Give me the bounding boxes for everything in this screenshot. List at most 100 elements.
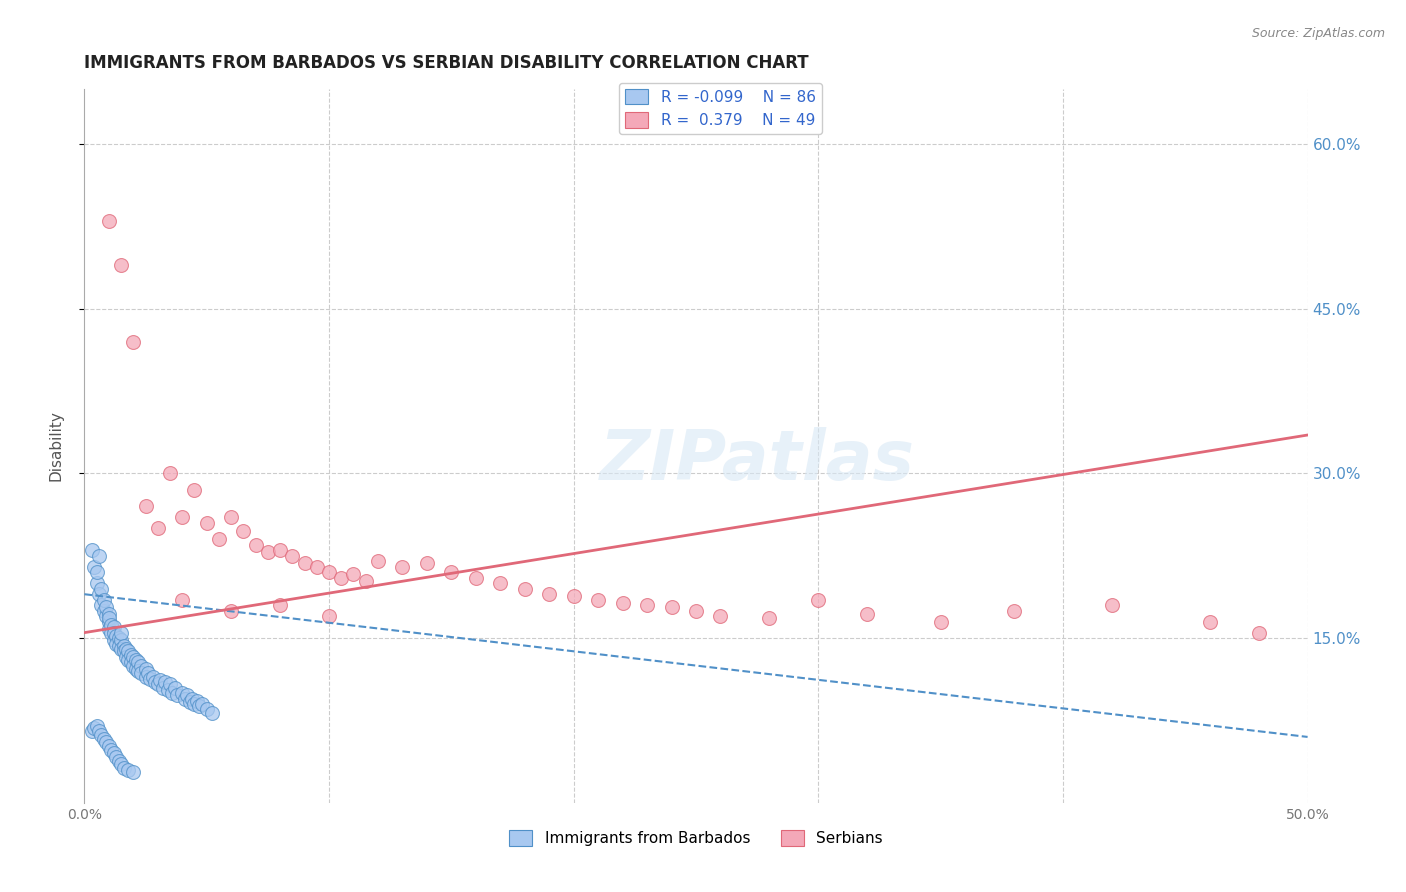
Point bbox=[110, 625, 132, 640]
Point bbox=[97, 615, 120, 629]
Point bbox=[122, 765, 145, 780]
Point bbox=[100, 618, 122, 632]
Point bbox=[127, 664, 149, 678]
Point bbox=[115, 649, 138, 664]
Point bbox=[97, 611, 120, 625]
Point bbox=[117, 644, 139, 658]
Y-axis label: Disability: Disability bbox=[49, 410, 63, 482]
Point bbox=[117, 653, 139, 667]
Point bbox=[586, 592, 609, 607]
Point bbox=[97, 607, 120, 621]
Point bbox=[103, 625, 125, 640]
Point bbox=[636, 598, 658, 612]
Point bbox=[112, 644, 135, 658]
Point bbox=[142, 669, 165, 683]
Point bbox=[661, 600, 683, 615]
Point bbox=[107, 754, 129, 768]
Point bbox=[318, 566, 340, 580]
Point bbox=[135, 500, 157, 514]
Point bbox=[464, 571, 486, 585]
Point bbox=[110, 633, 132, 648]
Point bbox=[86, 719, 108, 733]
Point bbox=[146, 521, 169, 535]
Point bbox=[83, 721, 105, 735]
Point bbox=[96, 600, 118, 615]
Point bbox=[105, 637, 128, 651]
Point bbox=[100, 743, 122, 757]
Point bbox=[269, 598, 291, 612]
Point bbox=[120, 648, 142, 662]
Point bbox=[87, 587, 110, 601]
Point bbox=[153, 675, 176, 690]
Point bbox=[93, 604, 115, 618]
Point bbox=[120, 655, 142, 669]
Point bbox=[219, 510, 242, 524]
Point bbox=[562, 590, 585, 604]
Point bbox=[294, 557, 316, 571]
Text: Source: ZipAtlas.com: Source: ZipAtlas.com bbox=[1251, 27, 1385, 40]
Point bbox=[1101, 598, 1123, 612]
Point bbox=[354, 574, 377, 588]
Point bbox=[391, 559, 413, 574]
Point bbox=[163, 681, 186, 695]
Point bbox=[125, 653, 148, 667]
Point bbox=[125, 662, 148, 676]
Point bbox=[97, 739, 120, 753]
Point bbox=[200, 706, 222, 720]
Point bbox=[90, 582, 112, 596]
Point bbox=[172, 510, 194, 524]
Point bbox=[107, 639, 129, 653]
Point bbox=[93, 592, 115, 607]
Point bbox=[96, 609, 118, 624]
Point bbox=[208, 533, 231, 547]
Point bbox=[758, 611, 780, 625]
Point bbox=[159, 677, 181, 691]
Point bbox=[173, 691, 195, 706]
Point bbox=[513, 582, 536, 596]
Point bbox=[86, 576, 108, 591]
Point bbox=[709, 609, 731, 624]
Point bbox=[136, 666, 159, 681]
Point bbox=[416, 557, 439, 571]
Point bbox=[183, 483, 205, 497]
Point bbox=[143, 675, 166, 690]
Point bbox=[685, 604, 707, 618]
Text: IMMIGRANTS FROM BARBADOS VS SERBIAN DISABILITY CORRELATION CHART: IMMIGRANTS FROM BARBADOS VS SERBIAN DISA… bbox=[84, 54, 808, 72]
Point bbox=[176, 688, 198, 702]
Point bbox=[172, 592, 194, 607]
Text: ZIPatlas: ZIPatlas bbox=[599, 426, 915, 494]
Point bbox=[440, 566, 463, 580]
Point bbox=[257, 545, 280, 559]
Point bbox=[1247, 625, 1270, 640]
Point bbox=[489, 576, 512, 591]
Point bbox=[87, 549, 110, 563]
Point bbox=[330, 571, 353, 585]
Point bbox=[90, 728, 112, 742]
Point bbox=[112, 639, 135, 653]
Point bbox=[122, 334, 145, 349]
Point bbox=[90, 598, 112, 612]
Point bbox=[172, 686, 194, 700]
Point bbox=[93, 732, 115, 747]
Point bbox=[342, 567, 364, 582]
Point bbox=[122, 649, 145, 664]
Point bbox=[186, 694, 208, 708]
Point bbox=[97, 214, 120, 228]
Point bbox=[87, 724, 110, 739]
Point bbox=[100, 625, 122, 640]
Point bbox=[183, 697, 205, 711]
Point bbox=[195, 702, 218, 716]
Point bbox=[110, 757, 132, 772]
Point bbox=[162, 686, 184, 700]
Point bbox=[195, 516, 218, 530]
Point bbox=[929, 615, 952, 629]
Point bbox=[305, 559, 328, 574]
Point bbox=[103, 747, 125, 761]
Point bbox=[856, 607, 879, 621]
Point bbox=[149, 673, 172, 687]
Point bbox=[232, 524, 254, 538]
Point bbox=[135, 662, 157, 676]
Point bbox=[219, 604, 242, 618]
Point bbox=[188, 699, 211, 714]
Point bbox=[281, 549, 304, 563]
